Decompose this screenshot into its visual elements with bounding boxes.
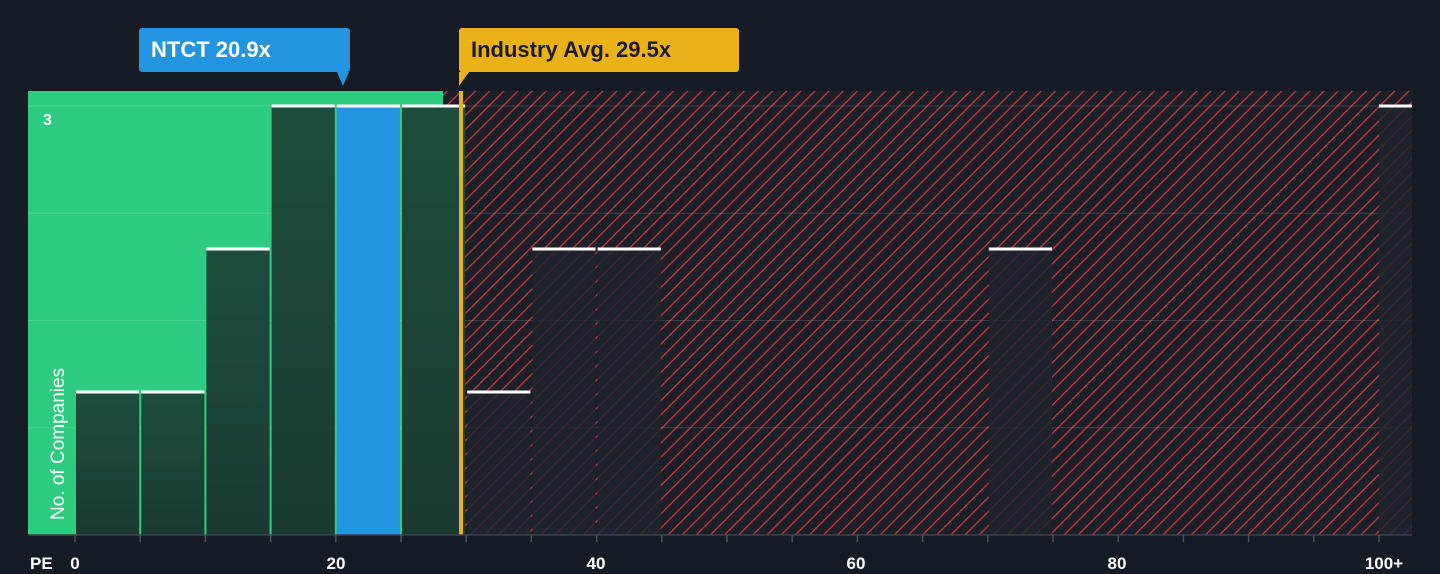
histogram-bar xyxy=(141,392,205,535)
x-tick-label: 0 xyxy=(70,554,80,573)
bar-top-marker xyxy=(597,247,661,251)
histogram-bar xyxy=(988,249,1052,535)
company-bar xyxy=(336,106,400,535)
industry-average-line xyxy=(459,91,463,535)
industry-average-callout: Industry Avg. 29.5x xyxy=(459,28,739,86)
x-axis-label: PE xyxy=(30,554,53,573)
histogram-bar xyxy=(532,249,596,535)
bar-top-marker xyxy=(988,247,1052,251)
x-tick-label: 100+ xyxy=(1364,554,1404,573)
y-tick-label: 3 xyxy=(43,112,52,129)
histogram-bar xyxy=(206,249,270,535)
histogram-bar xyxy=(271,106,335,535)
bar-top-marker xyxy=(206,247,270,251)
x-tick-label: 20 xyxy=(326,554,346,573)
bar-top-marker xyxy=(532,247,596,251)
x-tick-label: 60 xyxy=(846,554,866,573)
histogram-bar xyxy=(597,249,661,535)
histogram-bar xyxy=(1379,106,1412,535)
bar-top-marker xyxy=(402,104,466,108)
bar-top-marker xyxy=(141,390,205,394)
bar-top-marker xyxy=(76,390,140,394)
bar-top-marker xyxy=(271,104,335,108)
y-axis-label: No. of Companies xyxy=(48,367,69,520)
bar-top-marker xyxy=(336,104,400,108)
x-tick-label: 40 xyxy=(586,554,606,573)
histogram-bar xyxy=(402,106,466,535)
x-tick-label: 80 xyxy=(1107,554,1127,573)
histogram-bar xyxy=(467,392,531,535)
bar-top-marker xyxy=(467,390,531,394)
histogram-bar xyxy=(76,392,140,535)
bar-top-marker xyxy=(1379,104,1412,108)
company-pe-callout: NTCT 20.9x xyxy=(139,28,350,86)
